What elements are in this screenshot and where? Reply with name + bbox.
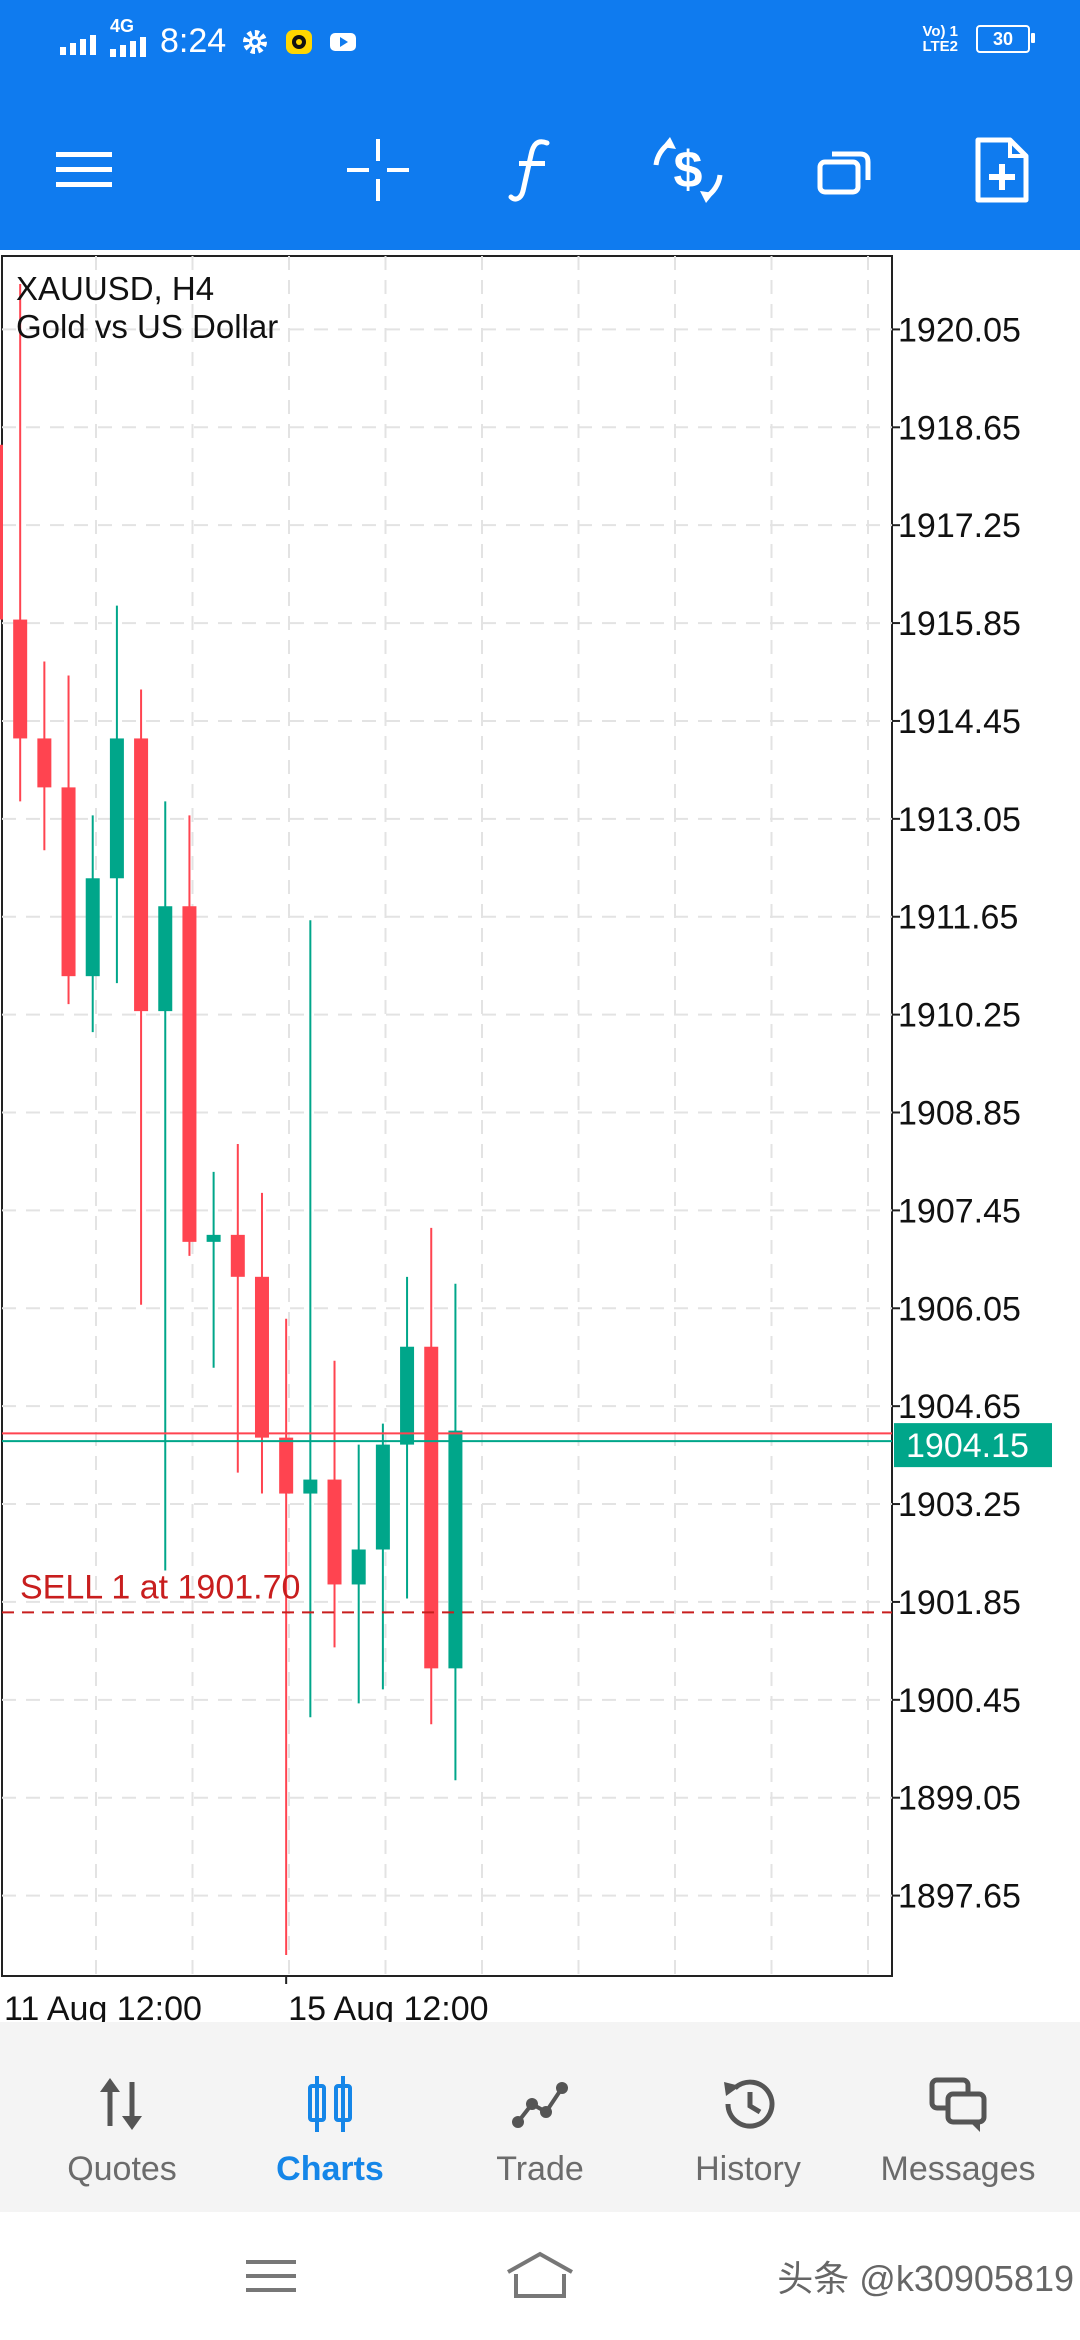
y-tick-label: 1914.45 — [898, 703, 1021, 741]
nav-messages[interactable]: Messages — [850, 2022, 1066, 2212]
y-tick-label: 1897.65 — [898, 1878, 1021, 1916]
candle-body — [400, 1346, 415, 1445]
battery-icon: 30 — [976, 25, 1035, 53]
candle-body — [351, 1549, 366, 1585]
nav-history[interactable]: History — [640, 2022, 856, 2212]
y-tick-label: 1901.85 — [898, 1584, 1021, 1622]
network-type: 4G — [110, 15, 135, 36]
history-clock-icon — [724, 2079, 775, 2129]
y-tick-label: 1908.85 — [898, 1095, 1021, 1133]
candle-body — [424, 1346, 439, 1669]
candle-body — [279, 1437, 294, 1494]
current-price-box — [894, 1423, 1052, 1468]
crosshair-button[interactable] — [338, 130, 418, 210]
nav-quotes-label: Quotes — [67, 2150, 177, 2188]
function-f-icon — [508, 139, 550, 202]
chart-toolbar: $ — [0, 110, 1080, 230]
y-tick-label: 1904.65 — [898, 1388, 1021, 1426]
trade-line-icon — [512, 2082, 568, 2128]
signal-1-icon — [60, 29, 96, 55]
home-icon[interactable] — [504, 2248, 576, 2302]
y-tick-label: 1900.45 — [898, 1682, 1021, 1720]
candle-body — [37, 738, 52, 788]
hamburger-menu-icon — [56, 152, 112, 187]
y-tick-label: 1911.65 — [898, 899, 1018, 937]
messages-chat-icon — [929, 2077, 987, 2132]
nav-quotes[interactable]: Quotes — [14, 2022, 230, 2212]
nav-messages-label: Messages — [880, 2150, 1036, 2188]
y-tick-label: 1910.25 — [898, 997, 1021, 1035]
nav-history-label: History — [695, 2150, 801, 2188]
candle-body — [61, 787, 76, 977]
windows-button[interactable] — [806, 130, 886, 210]
candle-body — [303, 1479, 318, 1494]
y-tick-label: 1917.25 — [898, 507, 1021, 545]
current-price-label: 1904.15 — [906, 1427, 1029, 1465]
charts-candles-icon — [308, 2076, 352, 2132]
candle-body — [448, 1430, 463, 1669]
system-navigation-bar: 头条 @k30905819 — [0, 2212, 1080, 2340]
recent-apps-icon[interactable] — [244, 2256, 298, 2296]
candle-body — [13, 619, 28, 739]
candle-body — [206, 1234, 221, 1242]
watermark-text: 头条 @k30905819 — [777, 2258, 1074, 2299]
signal-2-icon: 4G — [110, 17, 146, 57]
y-tick-label: 1913.05 — [898, 801, 1021, 839]
menu-button[interactable] — [44, 130, 124, 210]
nav-trade[interactable]: Trade — [432, 2022, 648, 2212]
crosshair-icon — [347, 139, 409, 201]
price-chart[interactable]: 1920.05 1918.65 1917.25 1915.85 1914.45 1913.… — [0, 252, 1080, 2022]
dollar-exchange-icon: $ — [653, 137, 723, 203]
chart-symbol-title: XAUUSD, H4 — [16, 270, 215, 307]
y-tick-label: 1918.65 — [898, 409, 1021, 447]
sell-order-label: SELL 1 at 1901.70 — [20, 1568, 300, 1606]
candle-body — [327, 1479, 342, 1585]
bottom-navigation: Quotes Charts Trade History M — [0, 2022, 1080, 2212]
candle-body — [134, 738, 149, 1012]
y-tick-label: 1899.05 — [898, 1780, 1021, 1818]
nav-charts-label: Charts — [276, 2150, 384, 2188]
gear-icon — [243, 29, 268, 54]
nav-charts[interactable]: Charts — [222, 2022, 438, 2212]
youtube-icon — [330, 32, 357, 51]
chart-symbol-description: Gold vs US Dollar — [16, 308, 279, 345]
chart-plot-frame — [1, 255, 893, 1977]
status-bar: 4G 8:24 Vo) 1 — [0, 0, 1080, 90]
nav-trade-label: Trade — [496, 2150, 584, 2188]
y-tick-label: 1915.85 — [898, 605, 1021, 643]
y-tick-label: 1907.45 — [898, 1192, 1021, 1230]
volte-indicator: Vo) 1 LTE2 — [922, 23, 958, 55]
candle-body — [182, 906, 197, 1242]
svg-text:$: $ — [674, 141, 703, 199]
new-order-button[interactable]: $ — [648, 130, 728, 210]
candle-body — [109, 738, 124, 879]
candle-body — [0, 444, 3, 620]
status-time: 8:24 — [160, 22, 227, 60]
x-tick-label: 11 Aug 12:00 — [4, 1990, 202, 2022]
y-tick-label: 1903.25 — [898, 1486, 1021, 1524]
add-document-button[interactable] — [962, 130, 1042, 210]
candle-body — [254, 1276, 269, 1438]
windows-icon — [817, 151, 871, 195]
app-notification-icon — [286, 29, 313, 54]
indicators-button[interactable] — [492, 130, 572, 210]
y-tick-label: 1920.05 — [898, 311, 1021, 349]
candle-body — [85, 878, 100, 977]
candle-body — [375, 1444, 390, 1550]
candle-body — [230, 1234, 245, 1277]
candle-body — [158, 906, 173, 1012]
x-tick-label: 15 Aug 12:00 — [288, 1990, 488, 2022]
quotes-arrows-icon — [100, 2078, 142, 2130]
y-tick-label: 1906.05 — [898, 1290, 1021, 1328]
app-header: 4G 8:24 Vo) 1 — [0, 0, 1080, 250]
add-document-icon — [975, 137, 1029, 203]
candlestick-chart[interactable]: 1920.05 1918.65 1917.25 1915.85 1914.45 1913.… — [0, 252, 1080, 2022]
